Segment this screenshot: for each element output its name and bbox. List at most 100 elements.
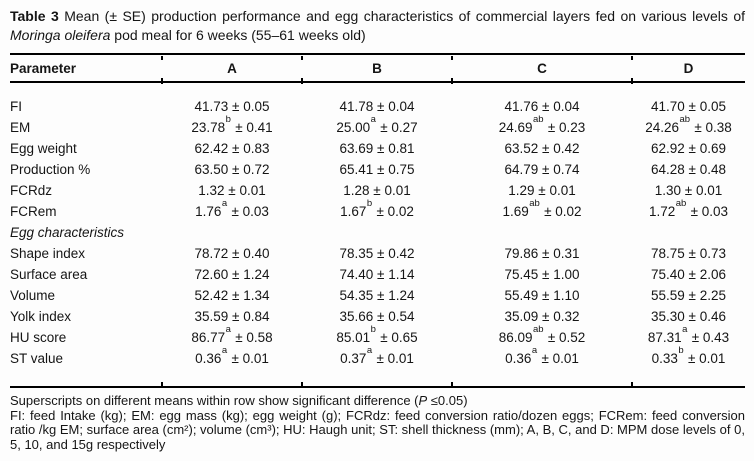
significance-superscript: ab xyxy=(533,114,544,125)
parameter-label: Surface area xyxy=(10,267,88,282)
value-cell: 1.28 ± 0.01 xyxy=(343,183,411,198)
parameter-label: Shape index xyxy=(10,246,86,261)
value-cell: 24.69ab ± 0.23 xyxy=(498,114,586,135)
value-cell: 35.30 ± 0.46 xyxy=(651,309,726,324)
table-row: Egg weight 62.42 ± 0.83 63.69 ± 0.81 63.52 … xyxy=(10,138,745,159)
significance-superscript: b xyxy=(366,198,373,209)
value-cell: 1.72ab ± 0.03 xyxy=(648,198,729,219)
value-cell: 0.33b ± 0.01 xyxy=(651,345,726,366)
parameter-label: EM xyxy=(10,120,31,135)
value-cell: 54.35 ± 1.24 xyxy=(339,288,415,303)
value-cell: 1.30 ± 0.01 xyxy=(654,183,723,198)
col-header-d: D xyxy=(631,53,745,85)
col-header-b: B xyxy=(301,53,452,85)
value-cell: 85.01b ± 0.65 xyxy=(336,324,418,345)
value-cell: 24.26ab ± 0.38 xyxy=(645,114,732,135)
value-cell: 35.66 ± 0.54 xyxy=(339,309,415,324)
p-value-italic: P xyxy=(418,393,428,408)
value-cell: 65.41 ± 0.75 xyxy=(339,162,415,177)
table-footnotes: Superscripts on different means within r… xyxy=(10,393,745,453)
value-cell: 41.73 ± 0.05 xyxy=(194,99,270,114)
value-cell: 55.59 ± 2.25 xyxy=(651,288,726,303)
results-table: Parameter A B C D FI 41.73 ± 0.05 41.78 ± … xyxy=(10,53,745,388)
section-label: Egg characteristics xyxy=(10,225,125,240)
significance-superscript: ab xyxy=(533,324,544,335)
value-cell: 25.00a ± 0.27 xyxy=(336,114,418,135)
caption-species-italic: Moringa oleifera xyxy=(10,26,111,43)
section-row: Egg characteristics xyxy=(10,222,745,243)
col-header-parameter: Parameter xyxy=(10,53,162,83)
value-cell: 0.36a ± 0.01 xyxy=(195,345,269,366)
value-cell: 63.50 ± 0.72 xyxy=(194,162,270,177)
parameter-label: FCRem xyxy=(10,204,57,219)
significance-superscript: a xyxy=(221,198,228,209)
table-header: Parameter A B C D xyxy=(10,53,745,85)
col-header-c: C xyxy=(451,53,632,85)
parameter-label: FCRdz xyxy=(10,183,53,198)
significance-superscript: a xyxy=(221,345,228,356)
header-row: Parameter A B C D xyxy=(10,53,745,85)
table-row: FI 41.73 ± 0.05 41.78 ± 0.04 41.76 ± 0.04 41… xyxy=(10,96,745,117)
significance-superscript: a xyxy=(366,345,373,356)
table-row: Yolk index 35.59 ± 0.84 35.66 ± 0.54 35.09 … xyxy=(10,306,745,327)
significance-text-pre: Superscripts on different means within r… xyxy=(10,393,419,408)
value-cell: 1.76a ± 0.03 xyxy=(195,198,269,219)
bottom-rule xyxy=(10,369,745,388)
value-cell: 35.09 ± 0.32 xyxy=(504,309,580,324)
parameter-label: FI xyxy=(10,99,22,114)
parameter-label: Yolk index xyxy=(10,309,72,324)
value-cell: 86.09ab ± 0.52 xyxy=(498,324,586,345)
col-header-a: A xyxy=(161,53,302,85)
parameter-label: Volume xyxy=(10,288,56,303)
value-cell: 41.70 ± 0.05 xyxy=(651,99,726,114)
value-cell: 64.28 ± 0.48 xyxy=(651,162,726,177)
table-row: Volume 52.42 ± 1.34 54.35 ± 1.24 55.49 ± 1.… xyxy=(10,285,745,306)
value-cell: 72.60 ± 1.24 xyxy=(194,267,270,282)
value-cell: 79.86 ± 0.31 xyxy=(504,246,580,261)
value-cell: 78.75 ± 0.73 xyxy=(651,246,726,261)
value-cell: 0.37a ± 0.01 xyxy=(340,345,414,366)
table-number: Table 3 xyxy=(10,8,59,24)
value-cell: 0.36a ± 0.01 xyxy=(505,345,579,366)
value-cell: 1.67b ± 0.02 xyxy=(340,198,414,219)
abbreviations-note: FI: feed Intake (kg); EM: egg mass (kg);… xyxy=(10,407,745,453)
header-gap xyxy=(10,82,745,96)
value-cell: 63.52 ± 0.42 xyxy=(504,141,580,156)
table-row: EM 23.78b ± 0.41 25.00a ± 0.27 24.69ab ± 0.… xyxy=(10,114,745,138)
parameter-label: Egg weight xyxy=(10,141,77,156)
table-row: FCRdz 1.32 ± 0.01 1.28 ± 0.01 1.29 ± 0.01 1.… xyxy=(10,180,745,201)
significance-superscript: b xyxy=(678,345,684,356)
significance-superscript: b xyxy=(225,114,231,125)
parameter-label: Production % xyxy=(10,162,91,177)
parameter-label: ST value xyxy=(10,351,64,366)
significance-superscript: a xyxy=(225,324,231,335)
value-cell: 63.69 ± 0.81 xyxy=(339,141,415,156)
significance-note: Superscripts on different means within r… xyxy=(10,393,745,409)
value-cell: 86.77a ± 0.58 xyxy=(191,324,273,345)
value-cell: 78.72 ± 0.40 xyxy=(194,246,270,261)
value-cell: 1.32 ± 0.01 xyxy=(198,183,266,198)
value-cell: 87.31a ± 0.43 xyxy=(647,324,730,345)
table-row: HU score 86.77a ± 0.58 85.01b ± 0.65 86.09a… xyxy=(10,324,745,348)
significance-superscript: a xyxy=(531,345,538,356)
significance-text-post: ≤0.05) xyxy=(427,393,468,408)
table-row: Production % 63.50 ± 0.72 65.41 ± 0.75 64.7… xyxy=(10,159,745,180)
significance-superscript: ab xyxy=(529,198,540,209)
value-cell: 1.69ab ± 0.02 xyxy=(502,198,582,219)
significance-superscript: a xyxy=(370,114,376,125)
significance-superscript: b xyxy=(370,324,376,335)
table-row: ST value 0.36a ± 0.01 0.37a ± 0.01 0.36a ± … xyxy=(10,345,745,369)
table-row: FCRem 1.76a ± 0.03 1.67b ± 0.02 1.69ab ± 0.… xyxy=(10,198,745,222)
value-cell: 41.76 ± 0.04 xyxy=(504,99,580,114)
table-body: FI 41.73 ± 0.05 41.78 ± 0.04 41.76 ± 0.04 41… xyxy=(10,96,745,369)
value-cell: 75.45 ± 1.00 xyxy=(504,267,580,282)
value-cell: 74.40 ± 1.14 xyxy=(339,267,415,282)
value-cell: 75.40 ± 2.06 xyxy=(651,267,726,282)
value-cell: 1.29 ± 0.01 xyxy=(508,183,576,198)
value-cell: 23.78b ± 0.41 xyxy=(191,114,273,135)
value-cell: 55.49 ± 1.10 xyxy=(504,288,580,303)
value-cell: 41.78 ± 0.04 xyxy=(339,99,415,114)
caption-text-lead: Mean (± SE) production performance and e… xyxy=(58,8,745,24)
value-cell: 64.79 ± 0.74 xyxy=(504,162,580,177)
